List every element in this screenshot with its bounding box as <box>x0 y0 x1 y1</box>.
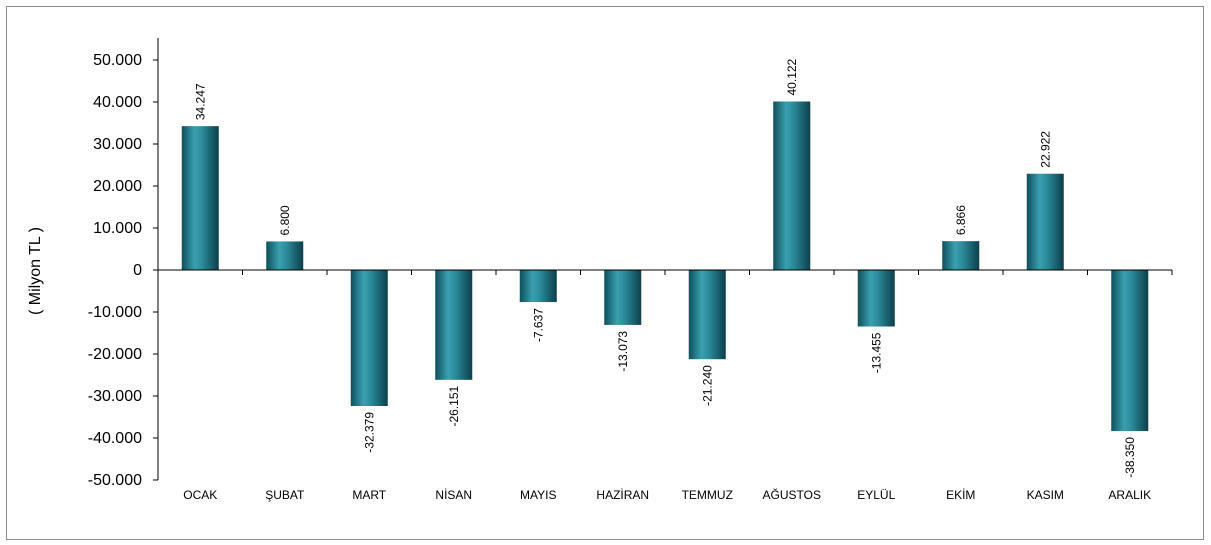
data-label: -38.350 <box>1123 437 1137 478</box>
data-label: 34.247 <box>193 83 207 120</box>
data-label: -13.073 <box>616 331 630 372</box>
y-tick-label: -40.000 <box>88 430 142 447</box>
data-label: -13.455 <box>869 332 883 373</box>
data-label: -7.637 <box>531 308 545 342</box>
y-axis-label: ( Milyon TL ) <box>27 227 44 315</box>
y-tick-label: -30.000 <box>88 388 142 405</box>
y-tick-label: -20.000 <box>88 346 142 363</box>
category-label: EYLÜL <box>857 488 895 502</box>
category-label: TEMMUZ <box>682 488 733 502</box>
data-label: 6.800 <box>278 205 292 235</box>
y-tick-label: 40.000 <box>93 94 142 111</box>
y-tick-label: 0 <box>133 262 142 279</box>
category-label: EKİM <box>946 488 975 502</box>
category-label: ŞUBAT <box>265 488 305 502</box>
bar <box>435 270 473 380</box>
y-tick-label: 20.000 <box>93 178 142 195</box>
data-label: -26.151 <box>447 386 461 427</box>
data-label: 6.866 <box>954 205 968 235</box>
bar <box>181 126 219 270</box>
data-label: -32.379 <box>362 412 376 453</box>
category-label: ARALIK <box>1108 488 1151 502</box>
bar <box>604 270 642 325</box>
bar <box>857 270 895 327</box>
bar <box>773 101 811 270</box>
bar <box>350 270 388 406</box>
category-label: OCAK <box>183 488 217 502</box>
bar <box>266 241 304 270</box>
y-tick-label: 30.000 <box>93 136 142 153</box>
bar <box>942 241 980 270</box>
bar <box>688 270 726 360</box>
category-label: HAZİRAN <box>596 488 649 502</box>
category-label: AĞUSTOS <box>763 487 821 502</box>
y-tick-label: -50.000 <box>88 472 142 489</box>
data-label: -21.240 <box>700 365 714 406</box>
y-tick-label: -10.000 <box>88 304 142 321</box>
y-tick-label: 50.000 <box>93 52 142 69</box>
chart-frame <box>6 6 1204 540</box>
data-label: 40.122 <box>785 58 799 95</box>
data-label: 22.922 <box>1038 131 1052 168</box>
category-label: KASIM <box>1027 488 1064 502</box>
bar <box>1026 173 1064 270</box>
category-label: MAYIS <box>520 488 556 502</box>
category-label: NİSAN <box>435 488 472 502</box>
bar <box>519 270 557 303</box>
category-label: MART <box>352 488 386 502</box>
y-tick-label: 10.000 <box>93 220 142 237</box>
bar <box>1111 270 1149 432</box>
